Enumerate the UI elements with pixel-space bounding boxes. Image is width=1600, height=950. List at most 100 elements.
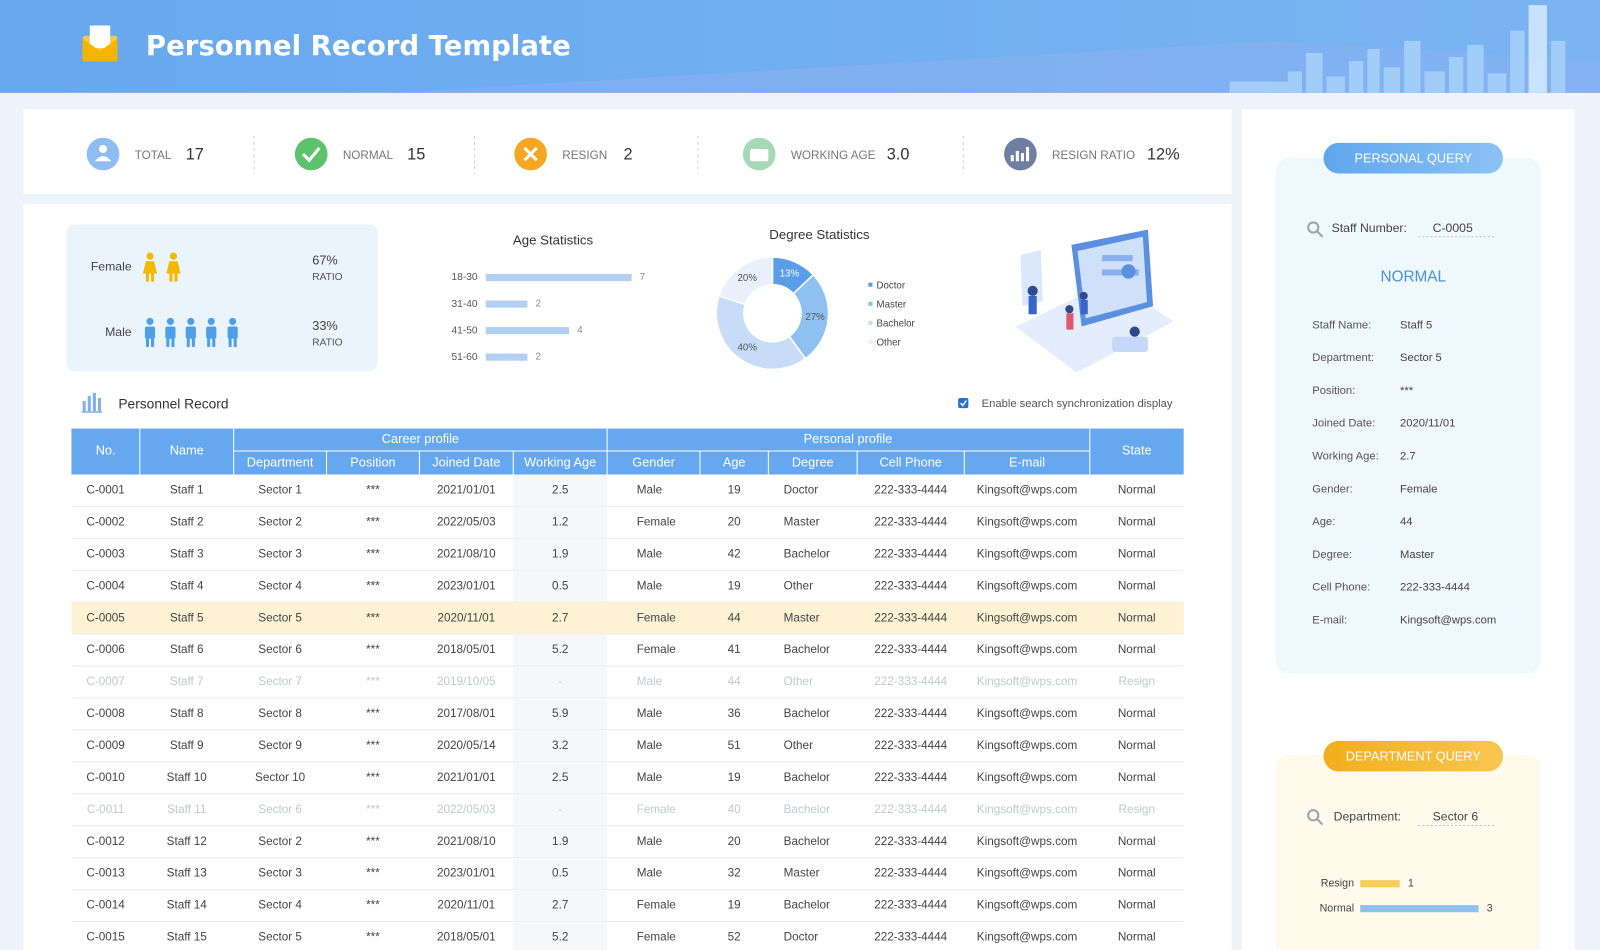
table-cell: Doctor bbox=[784, 484, 819, 497]
donut-segment bbox=[718, 256, 774, 306]
table-cell: Male bbox=[637, 835, 662, 848]
summary-value: 15 bbox=[407, 145, 425, 163]
legend-swatch bbox=[868, 301, 873, 306]
personal-query-button[interactable] bbox=[1323, 142, 1504, 174]
table-cell: 2021/01/01 bbox=[437, 484, 496, 497]
table-cell: 2021/01/01 bbox=[437, 771, 496, 784]
table-cell: Master bbox=[784, 867, 820, 880]
table-cell: C-0015 bbox=[86, 931, 125, 944]
bar bbox=[485, 353, 528, 361]
table-cell: 2.5 bbox=[552, 484, 569, 497]
table-cell: *** bbox=[366, 707, 380, 720]
table-cell: Staff 11 bbox=[167, 803, 206, 816]
glyph bbox=[301, 146, 321, 163]
field-label: Joined Date: bbox=[1312, 418, 1375, 430]
table-cell: Staff 12 bbox=[167, 835, 207, 848]
table-cell: C-0003 bbox=[86, 547, 124, 560]
table-cell: Sector 7 bbox=[258, 675, 302, 688]
row-highlight bbox=[71, 602, 1184, 635]
table-cell: 2020/11/01 bbox=[437, 611, 495, 624]
sync-checkbox[interactable] bbox=[958, 397, 969, 409]
table-cell: 19 bbox=[728, 899, 741, 912]
table-cell: *** bbox=[366, 803, 380, 816]
gender-card bbox=[66, 224, 378, 372]
table-cell: 3.2 bbox=[552, 739, 568, 752]
table-cell: Male bbox=[637, 547, 662, 560]
table-cell: *** bbox=[366, 835, 380, 848]
person-icon bbox=[166, 261, 181, 274]
table-cell: 0.5 bbox=[552, 579, 569, 592]
field-value: 2020/11/01 bbox=[1400, 418, 1455, 430]
table-cell: C-0013 bbox=[86, 867, 124, 880]
value-label: 2 bbox=[536, 352, 541, 363]
summary-label: RESIGN bbox=[562, 149, 607, 162]
table-cell: Normal bbox=[1118, 771, 1156, 784]
sync-option[interactable]: Enable search synchronization display bbox=[982, 398, 1173, 410]
legend-label: Other bbox=[877, 338, 902, 349]
record-title: Personnel Record bbox=[118, 397, 228, 412]
table-cell: Staff 6 bbox=[170, 643, 204, 656]
segment-label: 13% bbox=[780, 268, 800, 279]
table-cell: 222-333-4444 bbox=[874, 707, 947, 720]
table-cell: Kingsoft@wps.com bbox=[977, 484, 1077, 497]
table-cell: Normal bbox=[1118, 515, 1156, 528]
summary-label: NORMAL bbox=[343, 149, 394, 162]
table-cell: C-0005 bbox=[86, 611, 125, 624]
field-value: Master bbox=[1400, 549, 1435, 561]
table-cell: Sector 6 bbox=[258, 643, 302, 656]
table-cell: 222-333-4444 bbox=[874, 547, 947, 560]
table-cell: 222-333-4444 bbox=[874, 611, 947, 624]
table-cell: Female bbox=[637, 643, 676, 656]
table-cell: 0.5 bbox=[552, 867, 569, 880]
person-icon bbox=[145, 272, 149, 282]
chart-title: Degree Statistics bbox=[769, 227, 870, 242]
field-value: 222-333-4444 bbox=[1400, 582, 1470, 594]
bar bbox=[1360, 905, 1479, 913]
search-label: Staff Number: bbox=[1332, 221, 1407, 235]
department-query-button[interactable] bbox=[1323, 740, 1504, 772]
working-age-cell bbox=[513, 570, 608, 603]
table-cell: 51 bbox=[728, 739, 741, 752]
person-icon bbox=[206, 326, 217, 339]
table-cell: C-0014 bbox=[86, 899, 125, 912]
field-label: Gender: bbox=[1312, 483, 1353, 495]
table-cell: 19 bbox=[728, 579, 741, 592]
search-value: C-0005 bbox=[1433, 221, 1473, 235]
working-age-cell bbox=[513, 729, 608, 762]
table-cell: Kingsoft@wps.com bbox=[977, 515, 1077, 528]
table-cell: Kingsoft@wps.com bbox=[977, 771, 1077, 784]
table-cell: 2018/05/01 bbox=[437, 643, 496, 656]
person-icon bbox=[146, 252, 154, 260]
column-header: Working Age bbox=[524, 455, 596, 470]
table-cell: C-0001 bbox=[86, 484, 124, 497]
donut-segment bbox=[788, 273, 830, 360]
table-cell: Normal bbox=[1118, 484, 1156, 497]
person-icon bbox=[207, 337, 211, 347]
donut-segment bbox=[715, 294, 807, 371]
value-label: 3 bbox=[1487, 903, 1493, 915]
table-cell: 44 bbox=[728, 611, 742, 624]
gender-label: Male bbox=[105, 325, 132, 339]
table-cell: 2.7 bbox=[552, 611, 568, 624]
summary-label: WORKING AGE bbox=[791, 149, 876, 162]
column-header: Cell Phone bbox=[880, 455, 942, 470]
table-cell: 2022/05/03 bbox=[437, 803, 496, 816]
field-value: Sector 5 bbox=[1400, 352, 1442, 364]
glyph bbox=[98, 144, 108, 154]
table-cell: C-0006 bbox=[86, 643, 124, 656]
table-cell: Sector 5 bbox=[258, 931, 302, 944]
search-value: Sector 6 bbox=[1433, 810, 1479, 824]
person-icon bbox=[145, 337, 149, 347]
column-header: Name bbox=[170, 442, 204, 457]
table-cell: Kingsoft@wps.com bbox=[977, 611, 1077, 624]
legend-label: Doctor bbox=[877, 280, 906, 291]
working-age-cell bbox=[513, 921, 608, 950]
column-header: State bbox=[1122, 442, 1152, 457]
person-icon bbox=[207, 317, 215, 325]
working-age-cell bbox=[513, 889, 608, 922]
table-cell: Normal bbox=[1118, 835, 1156, 848]
table-cell: 1.9 bbox=[552, 547, 568, 560]
table-cell: Male bbox=[637, 707, 662, 720]
table-cell: Kingsoft@wps.com bbox=[977, 739, 1077, 752]
